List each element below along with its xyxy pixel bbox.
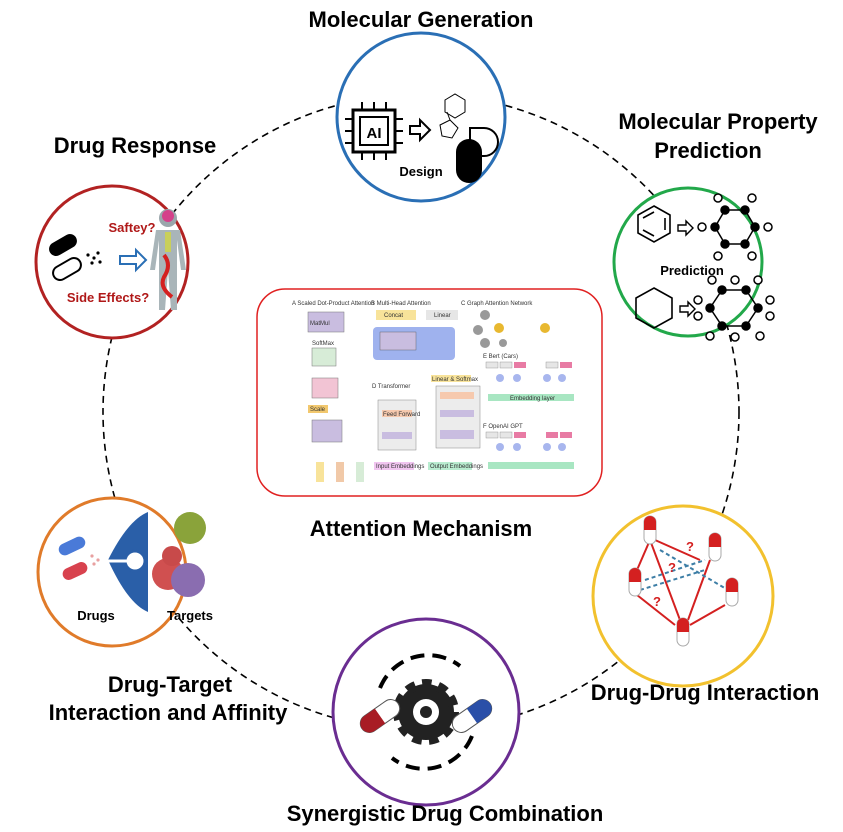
dashed-ring xyxy=(102,93,740,731)
benzene-icon xyxy=(637,205,671,243)
title-drug-target-2: Interaction and Affinity xyxy=(49,700,289,725)
question-marks: ? ? ? xyxy=(653,539,694,609)
svg-text:Linear & Softmax: Linear & Softmax xyxy=(432,377,478,383)
cycle-arrow-icon xyxy=(378,653,462,689)
arrow-icon xyxy=(679,300,696,318)
interaction-arrows xyxy=(636,539,726,626)
side-effects-label: Side Effects? xyxy=(67,290,149,305)
target-icon xyxy=(104,512,148,612)
svg-text:Output Embeddings: Output Embeddings xyxy=(430,464,483,470)
panel-f-label: F OpenAI GPT xyxy=(483,424,523,430)
title-synergistic: Synergistic Drug Combination xyxy=(287,801,604,826)
gear-icon xyxy=(393,679,459,745)
cycle-arrow-icon xyxy=(390,735,474,771)
drug-drug-interaction-node: ? ? ? Drug-Drug Interaction xyxy=(591,504,820,705)
synergistic-combination-node: Synergistic Drug Combination xyxy=(287,617,604,826)
blue-capsule-icon xyxy=(451,699,493,733)
molecular-generation-node: Molecular Generation AI Design xyxy=(309,7,534,203)
panel-b-label: B Multi-Head Attention xyxy=(371,301,431,307)
pill-capsule-icon xyxy=(49,234,102,281)
arrow-icon xyxy=(409,117,432,143)
svg-text:Embedding layer: Embedding layer xyxy=(510,396,555,402)
capsule-icons xyxy=(628,515,739,647)
cyclohexane-icon xyxy=(635,287,673,329)
svg-text:?: ? xyxy=(668,560,676,575)
svg-text:Feed Forward: Feed Forward xyxy=(383,412,420,418)
human-body-icon xyxy=(150,209,186,310)
svg-text:Scale: Scale xyxy=(310,407,326,413)
panel-c-label: C Graph Attention Network xyxy=(461,301,533,307)
prediction-label: Prediction xyxy=(660,263,724,278)
protein-structure-icon xyxy=(152,512,206,597)
drug-response-node: Drug Response Saftey? Side Effects? xyxy=(34,133,217,340)
svg-text:SoftMax: SoftMax xyxy=(312,341,334,347)
panel-a-label: A Scaled Dot-Product Attention xyxy=(292,301,374,307)
attention-mechanism-panel: A Scaled Dot-Product Attention B Multi-H… xyxy=(256,288,603,541)
svg-text:Input Embeddings: Input Embeddings xyxy=(376,464,424,470)
drug-capsules-icon xyxy=(58,536,100,580)
red-capsule-icon xyxy=(359,699,401,733)
arrow-icon xyxy=(677,219,694,237)
svg-text:?: ? xyxy=(686,539,694,554)
title-property-2: Prediction xyxy=(654,138,762,163)
svg-text:?: ? xyxy=(653,594,661,609)
title-property-1: Molecular Property xyxy=(618,109,818,134)
title-molecular-generation: Molecular Generation xyxy=(309,7,534,32)
panel-d-label: D Transformer xyxy=(372,384,410,390)
title-drug-response: Drug Response xyxy=(54,133,217,158)
drugs-label: Drugs xyxy=(77,608,115,623)
title-drug-target-1: Drug-Target xyxy=(108,672,233,697)
capsule-icon xyxy=(456,127,499,183)
design-label: Design xyxy=(399,164,442,179)
title-attention-mechanism: Attention Mechanism xyxy=(310,516,532,541)
safety-label: Saftey? xyxy=(109,220,156,235)
targets-label: Targets xyxy=(167,608,213,623)
svg-text:AI: AI xyxy=(367,125,382,142)
svg-text:Linear: Linear xyxy=(434,313,451,319)
molecular-property-node: Molecular Property Prediction Prediction xyxy=(612,109,818,342)
title-drug-drug-interaction: Drug-Drug Interaction xyxy=(591,680,820,705)
svg-text:MatMul: MatMul xyxy=(310,321,330,327)
drug-target-node: Drugs Targets Drug-Target Interaction an… xyxy=(36,496,289,725)
molecule-graph-icon xyxy=(693,193,775,342)
ai-chip-icon: AI xyxy=(345,102,403,160)
arrow-icon xyxy=(119,247,148,273)
molecule-structure-icon xyxy=(439,93,466,139)
svg-text:Concat: Concat xyxy=(384,313,403,319)
panel-e-label: E Bert (Cars) xyxy=(483,354,518,360)
